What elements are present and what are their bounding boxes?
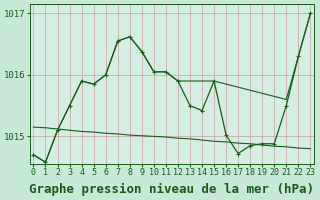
X-axis label: Graphe pression niveau de la mer (hPa): Graphe pression niveau de la mer (hPa)	[29, 183, 315, 196]
